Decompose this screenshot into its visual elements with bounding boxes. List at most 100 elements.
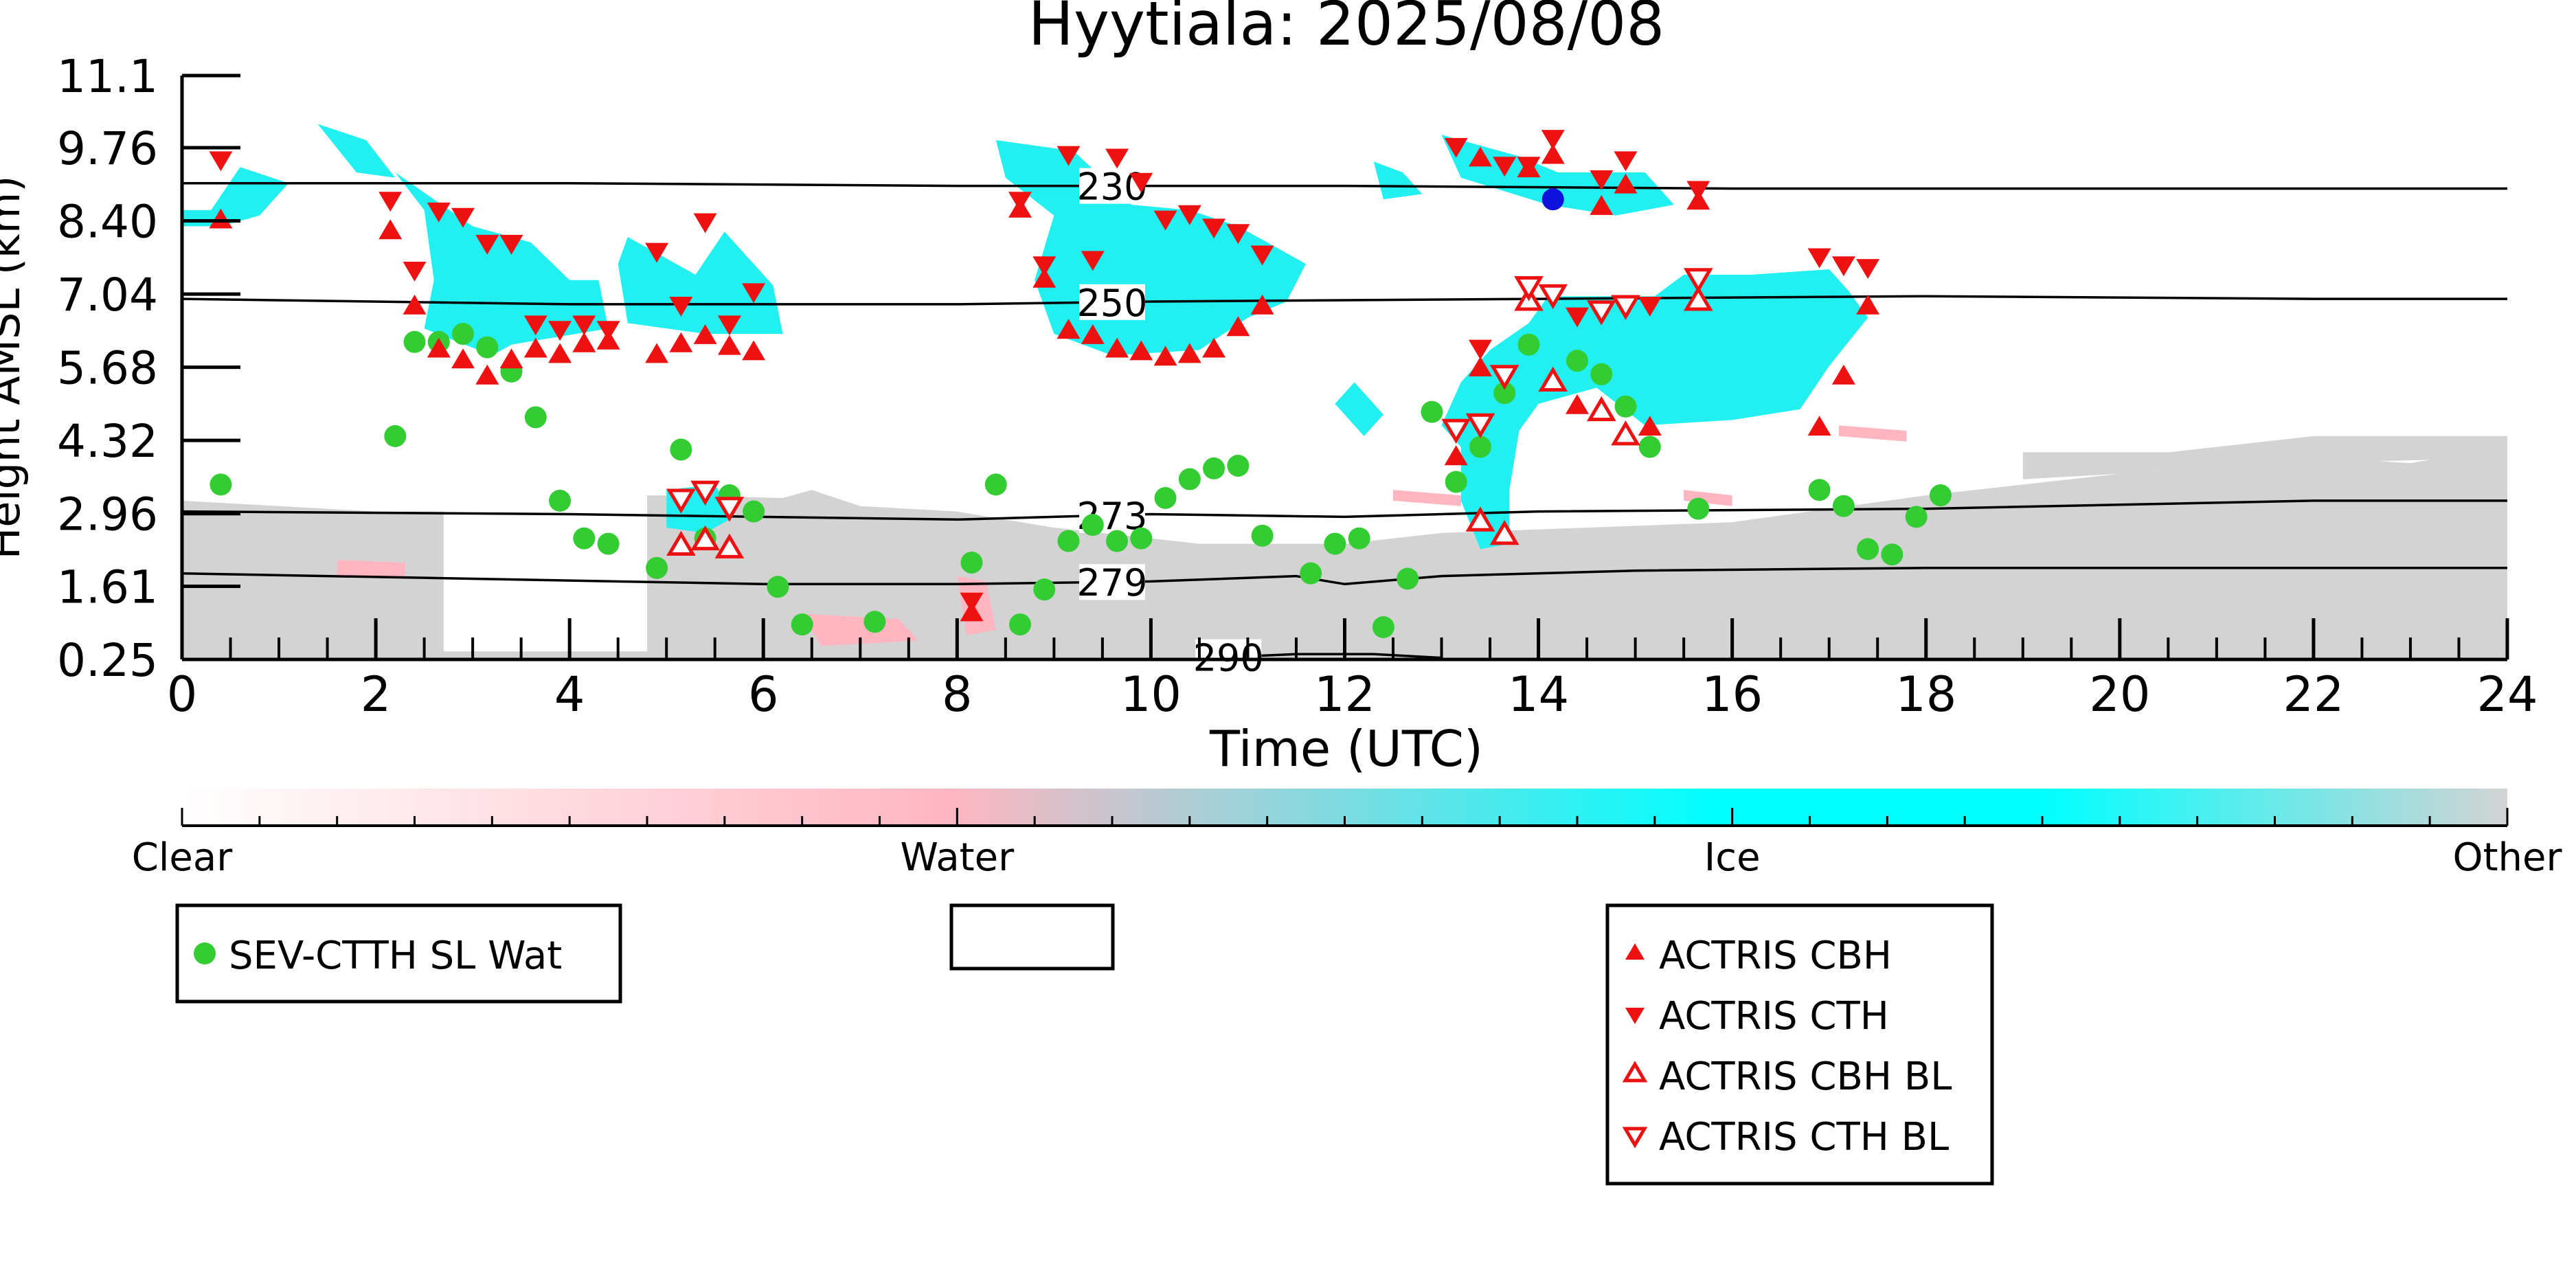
legends: SEV-CTTH SL Wat ACTRIS CBH ACTRIS CTH ACTRI… <box>175 903 1994 1186</box>
sev-ctth-sl-wat-point <box>1251 524 1274 547</box>
actris-cbh-point <box>1226 316 1250 337</box>
contour-label-279: 279 <box>1076 561 1147 605</box>
unlabeled-point <box>1541 188 1564 211</box>
actris-cbh-bl-point <box>1489 519 1519 545</box>
sev-ctth-sl-wat-point <box>1348 527 1370 550</box>
actris-cth-bl-point <box>1586 300 1616 326</box>
actris-cbh-point <box>669 332 693 352</box>
x-tick-label: 2 <box>361 666 392 723</box>
x-tick-label: 10 <box>1120 666 1182 723</box>
actris-cbh-point <box>742 340 766 361</box>
actris-cth-point <box>1202 218 1226 239</box>
contour-label-250: 250 <box>1076 282 1147 325</box>
actris-cbh-point <box>1541 144 1565 164</box>
colorbar-label-other: Other <box>2452 835 2562 880</box>
legend-box <box>1605 903 1994 1186</box>
actris-cbh-point <box>645 343 669 363</box>
sev-ctth-sl-wat-point <box>1009 613 1032 636</box>
actris-cth-point <box>717 315 741 336</box>
sev-ctth-sl-wat-point <box>1638 436 1661 458</box>
water-region-3 <box>1393 490 1461 506</box>
actris-cbh-point <box>1856 294 1880 315</box>
actris-cbh-bl-point <box>1465 506 1495 532</box>
actris-cbh-point <box>427 337 451 358</box>
sev-ctth-sl-wat-point <box>1687 497 1710 520</box>
actris-cth-point <box>1081 251 1105 271</box>
colorbar-label-ice: Ice <box>1704 835 1761 880</box>
actris-cbh-bl-point <box>1611 420 1640 446</box>
actris-cbh-point <box>1032 267 1057 288</box>
actris-cth-bl-point <box>666 488 696 514</box>
contour-273 <box>181 499 2507 521</box>
actris-cth-bl-point <box>714 497 745 522</box>
sev-ctth-sl-wat-point <box>1227 454 1250 477</box>
contour-250 <box>181 295 2507 306</box>
actris-cth-point <box>693 213 717 234</box>
sev-ctth-sl-wat-point <box>210 473 232 496</box>
y-tick-label: 1.61 <box>57 561 158 613</box>
chart-title: Hyytiala: 2025/08/08 <box>1028 0 1664 59</box>
actris-cth-point <box>1444 137 1468 158</box>
actris-cbh-point <box>1202 337 1226 358</box>
actris-cth-point <box>1566 307 1589 328</box>
sev-ctth-sl-wat-point <box>1881 543 1903 566</box>
sev-ctth-sl-wat-point <box>863 611 886 633</box>
data-markers <box>209 130 1952 638</box>
actris-cth-point <box>1541 130 1565 150</box>
sev-ctth-sl-wat-point <box>1445 471 1467 493</box>
actris-cbh-point <box>1469 146 1492 167</box>
actris-cbh-point <box>1566 394 1589 414</box>
legend-entry-label: ACTRIS CBH <box>1659 934 1892 978</box>
actris-cbh-point <box>1129 340 1153 361</box>
x-tick-label: 8 <box>942 666 973 723</box>
actris-cbh-point <box>1444 445 1468 466</box>
actris-cth-point <box>1856 259 1880 279</box>
x-tick-label: 0 <box>167 666 198 723</box>
actris-cth-point <box>1590 170 1614 190</box>
y-tick-label: 5.68 <box>57 342 158 395</box>
actris-cbh-point <box>1057 319 1081 339</box>
contour-label-230: 230 <box>1076 166 1147 209</box>
actris-cth-point <box>379 192 403 212</box>
actris-cth-point <box>1831 256 1855 277</box>
legend-entry-label: ACTRIS CBH BL <box>1659 1054 1952 1099</box>
sev-ctth-sl-wat-point <box>1808 479 1831 501</box>
actris-cth-point <box>1469 339 1492 360</box>
x-tick-label: 6 <box>748 666 779 723</box>
sev-ctth-sl-wat-point <box>743 500 765 523</box>
actris-cbh-point <box>475 364 499 385</box>
y-tick-label: 4.32 <box>57 415 158 468</box>
sev-ctth-sl-wat-point <box>1033 578 1056 601</box>
actris-cth-point <box>1686 181 1710 201</box>
x-tick-label: 12 <box>1314 666 1375 723</box>
sev-ctth-sl-wat-point <box>1493 382 1516 405</box>
sev-ctth-sl-wat-point <box>549 489 572 512</box>
sev-ctth-sl-wat-point <box>452 323 475 346</box>
actris-cth-bl-point <box>690 480 720 506</box>
ice-region-7 <box>1441 135 1674 216</box>
actris-cth-bl-point <box>1514 276 1544 302</box>
actris-cbh-bl-point <box>1586 396 1616 422</box>
y-tick-label: 0.25 <box>57 634 158 687</box>
legend-marker <box>1625 943 1645 960</box>
legend-box <box>175 903 622 1004</box>
actris-cth-bl-point <box>1441 418 1471 444</box>
x-axis-label: Time (UTC) <box>1209 720 1483 778</box>
actris-cth-point <box>1493 157 1517 177</box>
contour-label-bg <box>1079 564 1145 600</box>
actris-cth-point <box>1105 148 1129 169</box>
colorbar-label-water: Water <box>901 835 1015 880</box>
sev-ctth-sl-wat-point <box>1929 484 1952 507</box>
legend-marker <box>1622 1127 1648 1149</box>
actris-cbh-point <box>1250 294 1274 315</box>
legend-entry-label: ACTRIS CTH <box>1659 994 1889 1039</box>
actris-cth-point <box>572 315 596 336</box>
x-tick-label: 20 <box>2089 666 2150 723</box>
actris-cbh-bl-point <box>714 533 745 558</box>
sev-ctth-sl-wat-point <box>1081 514 1104 536</box>
legend-marker <box>194 942 216 964</box>
actris-cbh-point <box>1081 324 1105 344</box>
actris-cth-point <box>960 592 984 613</box>
sev-ctth-sl-wat-point <box>1178 468 1201 490</box>
actris-cth-point <box>1614 151 1638 172</box>
